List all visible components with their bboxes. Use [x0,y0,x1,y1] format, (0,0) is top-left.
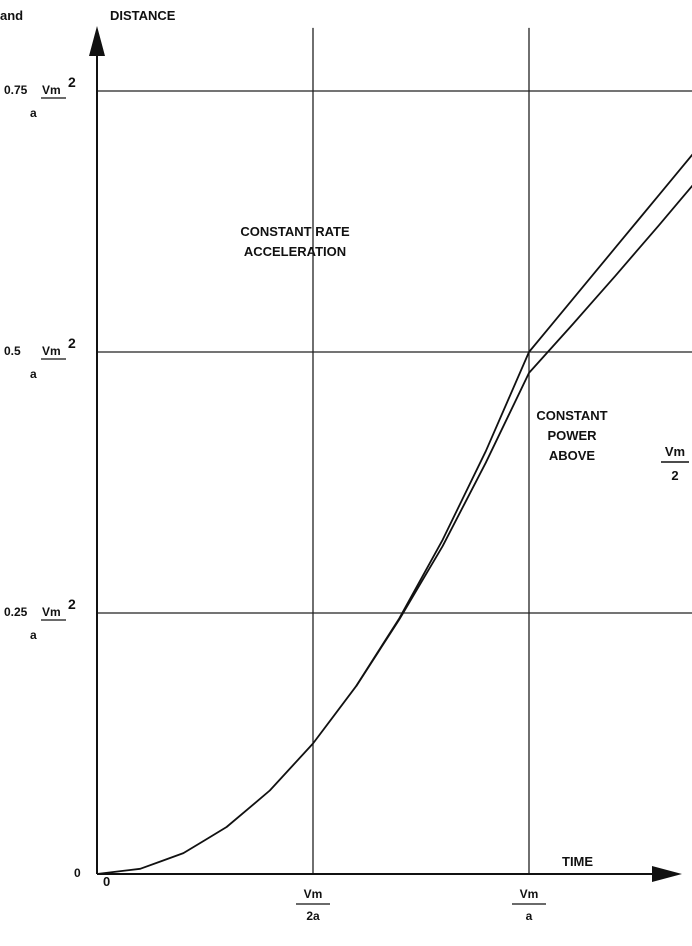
right-fraction-denominator: 2 [671,468,678,483]
region-label-constant: CONSTANT [536,408,607,423]
labels: and DISTANCE TIME 0 CONSTANT RATE ACCELE… [0,8,689,923]
axes [89,26,682,882]
y-axis-arrowhead [89,26,105,56]
y-axis-label: DISTANCE [110,8,176,23]
y-tick-den-2: a [30,367,37,381]
y-tick-num-2: Vm [42,344,61,358]
x-axis-arrowhead [652,866,682,882]
x-tick-den-0: 2a [306,909,320,923]
right-fraction-numerator: Vm [665,444,685,459]
x-tick-num-0: Vm [304,887,323,901]
curves [96,153,692,875]
region-label-constant-rate: CONSTANT RATE [240,224,350,239]
y-tick-num-3: Vm [42,83,61,97]
y-tick-coef-0: 0 [74,866,81,880]
region-label-acceleration: ACCELERATION [244,244,346,259]
x-axis-label: TIME [562,854,593,869]
y-tick-coef-2: 0.5 [4,344,21,358]
y-tick-exp-1: 2 [68,596,76,612]
region-label-power: POWER [547,428,597,443]
series-line-1 [355,184,692,687]
y-tick-den-1: a [30,628,37,642]
series-line-0 [96,153,692,875]
y-tick-coef-1: 0.25 [4,605,28,619]
header-fragment: and [0,8,23,23]
y-tick-exp-3: 2 [68,74,76,90]
y-tick-num-1: Vm [42,605,61,619]
x-tick-den-1: a [526,909,533,923]
x-origin-label: 0 [103,874,110,889]
reference-grid [97,27,692,874]
x-tick-num-1: Vm [520,887,539,901]
y-tick-coef-3: 0.75 [4,83,28,97]
region-label-above: ABOVE [549,448,596,463]
y-tick-exp-2: 2 [68,335,76,351]
y-tick-den-3: a [30,106,37,120]
